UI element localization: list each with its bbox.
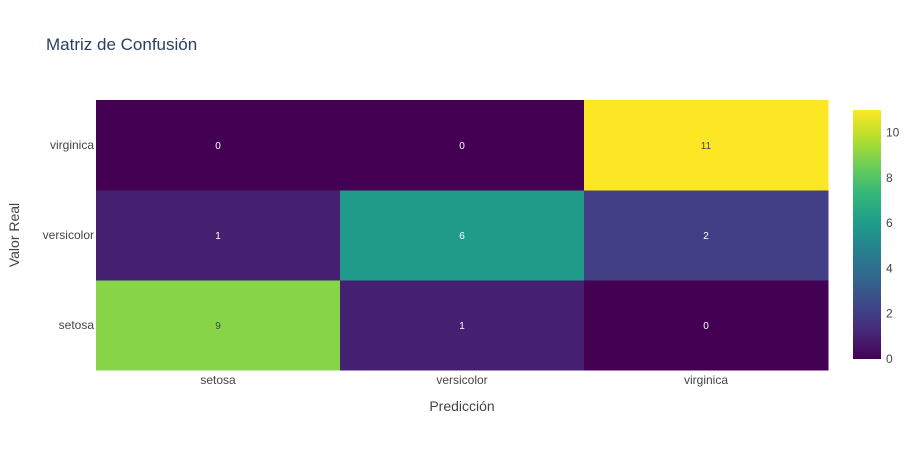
heatmap-cell-setosa-virginica	[584, 280, 829, 371]
heatmap-cell-virginica-versicolor	[340, 100, 585, 191]
heatmap-cell-virginica-setosa	[96, 100, 341, 191]
cell-value-label: 1	[215, 231, 221, 242]
heatmap-cell-versicolor-versicolor	[340, 190, 585, 281]
colorbar-gradient	[853, 110, 881, 359]
x-tick-label: virginica	[684, 373, 728, 387]
colorbar-ticks: 0 2 4 6 8 10	[886, 126, 900, 366]
cell-value-label: 2	[703, 231, 709, 242]
x-axis-label: Predicción	[429, 398, 494, 414]
cell-value-label: 11	[701, 141, 712, 152]
cell-value-label: 0	[703, 321, 709, 332]
heatmap-cell-versicolor-virginica	[584, 190, 829, 281]
y-tick-label: setosa	[59, 318, 95, 332]
y-tick-label: virginica	[50, 138, 94, 152]
cell-value-label: 0	[459, 141, 465, 152]
y-axis-label: Valor Real	[6, 203, 22, 267]
heatmap-cells: 9 1 0 1 6 2 0 0 11	[96, 100, 829, 371]
colorbar-tick-label: 4	[886, 261, 893, 275]
cell-value-label: 9	[215, 321, 221, 332]
heatmap-cell-virginica-virginica	[584, 100, 829, 191]
colorbar-tick-label: 8	[886, 171, 893, 185]
heatmap-cell-versicolor-setosa	[96, 190, 341, 281]
cell-value-label: 0	[215, 141, 221, 152]
colorbar-tick-label: 6	[886, 216, 893, 230]
colorbar: 0 2 4 6 8 10	[853, 110, 900, 366]
x-tick-label: versicolor	[436, 373, 487, 387]
colorbar-tick-label: 2	[886, 307, 893, 321]
colorbar-tick-label: 0	[886, 352, 893, 366]
colorbar-tick-label: 10	[886, 126, 900, 140]
y-tick-label: versicolor	[43, 228, 94, 242]
cell-value-label: 6	[459, 231, 465, 242]
heatmap-cell-setosa-versicolor	[340, 280, 585, 371]
x-axis-ticks: setosa versicolor virginica	[200, 373, 728, 387]
heatmap-cell-setosa-setosa	[96, 280, 341, 371]
cell-value-label: 1	[459, 321, 465, 332]
x-tick-label: setosa	[200, 373, 236, 387]
y-axis-ticks: setosa versicolor virginica	[43, 138, 95, 332]
chart-title: Matriz de Confusión	[46, 35, 197, 54]
